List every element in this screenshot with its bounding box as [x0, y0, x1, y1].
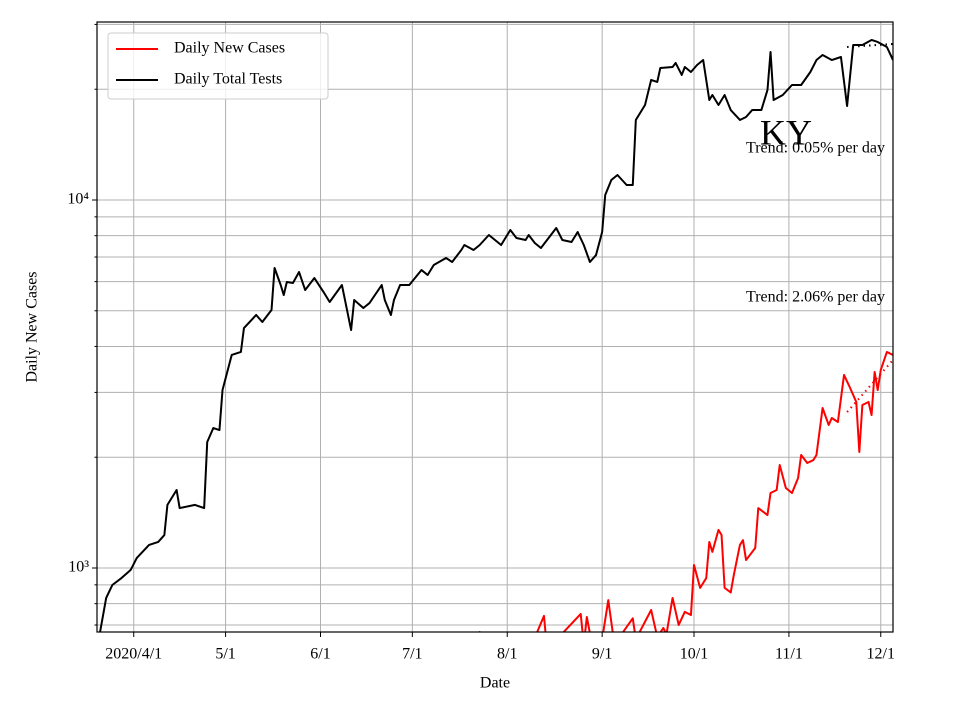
y-tick-label: 10³: [68, 559, 89, 576]
x-tick-label: 8/1: [497, 646, 517, 663]
legend-box: [107, 32, 329, 100]
x-tick-label: 10/1: [680, 646, 708, 663]
axes: 10³ 10⁴ 2020/4/1 5/1 6/1 7/1 8/1 9/1 10/1 11/1 12/…: [67, 23, 895, 663]
x-tick-label: 5/1: [215, 646, 235, 663]
x-tick-label: 2020/4/1: [105, 646, 162, 663]
x-tick-label: 9/1: [592, 646, 612, 663]
legend: Daily New Cases Daily Total Tests: [107, 32, 329, 100]
annotation: Trend: 0.05% per day: [746, 140, 885, 157]
x-tick-label: 6/1: [310, 646, 330, 663]
series-line: [478, 350, 893, 632]
annotation: KY: [760, 112, 812, 152]
x-tick-label: 7/1: [402, 646, 422, 663]
trend-line: [846, 359, 893, 413]
legend-label: Daily Total Tests: [174, 71, 282, 88]
legend-label: Daily New Cases: [174, 40, 285, 57]
x-tick-label: 11/1: [775, 646, 803, 663]
x-tick-label: 12/1: [867, 646, 895, 663]
annotation: Trend: 2.06% per day: [746, 289, 885, 306]
x-axis-label: Date: [480, 675, 510, 692]
plot-frame: [96, 21, 894, 633]
y-tick-label: 10⁴: [67, 191, 89, 208]
plot-lines: [99, 38, 893, 632]
series-line: [99, 38, 893, 632]
trend-line: [847, 42, 893, 48]
y-axis-label: Daily New Cases: [24, 271, 41, 382]
